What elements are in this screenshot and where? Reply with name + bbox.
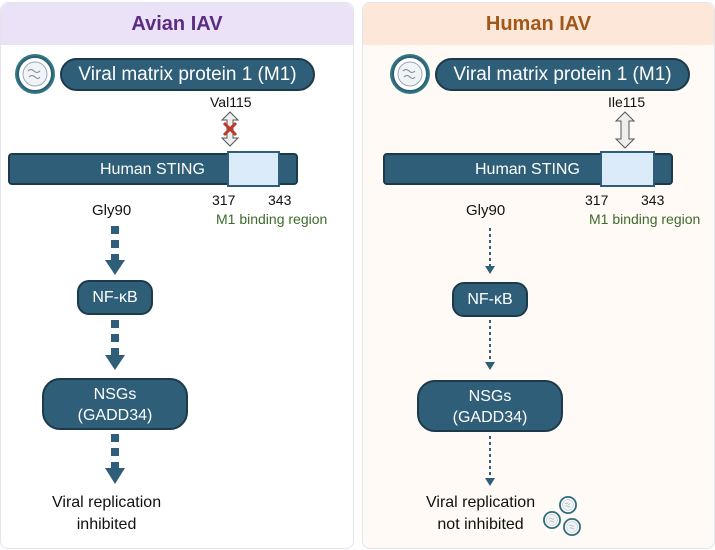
region-end: 343 <box>641 192 665 208</box>
gadd34-label: (GADD34) <box>77 407 153 424</box>
arrowheads <box>105 260 495 486</box>
residue-label: Ile115 <box>608 94 646 110</box>
residue-label: Val115 <box>210 94 252 110</box>
m1-binding-region-box <box>227 151 280 187</box>
virus-icon <box>14 53 56 95</box>
gly90-label: Gly90 <box>466 202 506 219</box>
region-label: M1 binding region <box>589 211 701 227</box>
sting-label: Human STING <box>100 161 205 178</box>
nfkb-node: NF-κB <box>452 282 528 317</box>
region-start: 317 <box>585 192 609 208</box>
virus-icon <box>389 53 431 95</box>
nfkb-node: NF-κB <box>77 280 153 315</box>
blocked-interaction-arrow <box>220 111 240 147</box>
m1-protein: Viral matrix protein 1 (M1) <box>60 58 315 91</box>
virus-icon <box>558 495 578 515</box>
region-start: 317 <box>212 192 236 208</box>
avian-title: Avian IAV <box>1 3 353 45</box>
human-title: Human IAV <box>363 3 714 45</box>
m1-binding-region-box <box>600 151 655 187</box>
m1-protein: Viral matrix protein 1 (M1) <box>435 58 690 91</box>
nsgs-node: NSGs (GADD34) <box>42 378 188 430</box>
binding-arrow <box>614 111 636 149</box>
avian-panel: Avian IAV <box>0 2 354 549</box>
region-end: 343 <box>268 192 292 208</box>
nsgs-label: NSGs <box>468 388 512 405</box>
outcome-label: Viral replication inhibited <box>52 494 162 533</box>
nsgs-label: NSGs <box>93 386 137 403</box>
gadd34-label: (GADD34) <box>452 409 528 426</box>
sting-label: Human STING <box>475 161 580 178</box>
region-label: M1 binding region <box>216 211 328 227</box>
virus-icon <box>542 510 562 530</box>
outcome-label: Viral replication not inhibited <box>426 494 536 533</box>
gly90-label: Gly90 <box>92 202 132 219</box>
virus-icon <box>562 517 582 537</box>
nsgs-node: NSGs (GADD34) <box>417 380 563 432</box>
